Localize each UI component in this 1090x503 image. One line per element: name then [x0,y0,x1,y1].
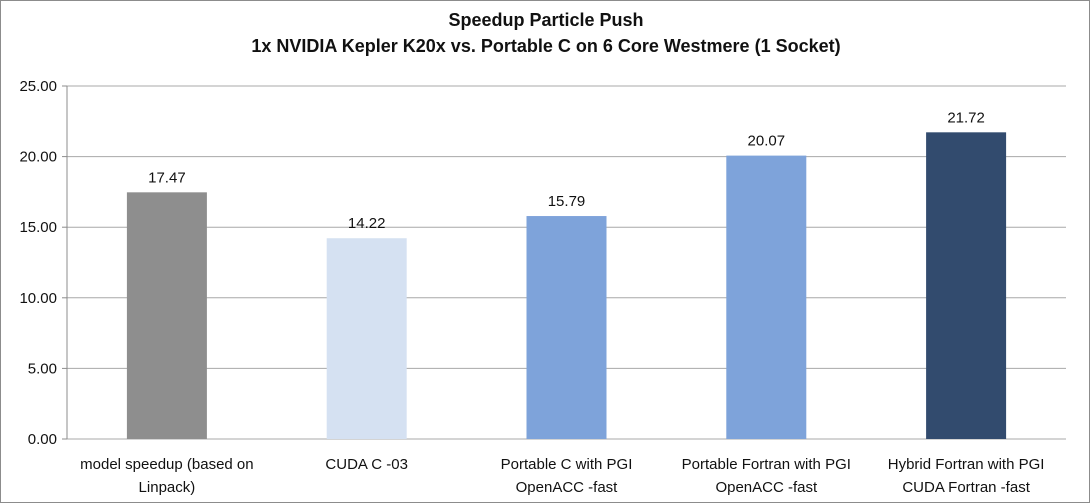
x-category-label: model speedup (based on [80,456,253,473]
bar-5 [926,132,1007,439]
chart-title-block: Speedup Particle Push 1x NVIDIA Kepler K… [1,7,1090,59]
x-category-label: Hybrid Fortran with PGI [888,456,1045,473]
data-label: 15.79 [548,193,586,210]
x-category-label: Portable C with PGI [501,456,633,473]
chart-title: Speedup Particle Push [448,10,644,30]
data-label: 17.47 [148,169,186,186]
bar-4 [726,155,807,439]
y-tick-label: 10.00 [19,290,57,307]
data-label: 21.72 [947,109,985,126]
data-label: 14.22 [348,215,386,232]
x-category-label: Portable Fortran with PGI [682,456,851,473]
x-category-label: CUDA C -03 [325,456,408,473]
y-tick-label: 15.00 [19,219,57,236]
bar-1 [126,192,207,439]
y-tick-label: 20.00 [19,149,57,166]
x-category-label: OpenACC -fast [516,479,619,496]
bar-2 [326,238,407,439]
y-tick-label: 5.00 [28,360,57,377]
chart-subtitle: 1x NVIDIA Kepler K20x vs. Portable C on … [251,36,841,56]
x-category-label: CUDA Fortran -fast [902,479,1030,496]
data-label: 20.07 [748,133,786,150]
x-category-label: Linpack) [139,479,196,496]
x-category-label: OpenACC -fast [715,479,818,496]
bar-3 [526,216,607,439]
y-tick-label: 25.00 [19,78,57,95]
y-tick-label: 0.00 [28,431,57,448]
